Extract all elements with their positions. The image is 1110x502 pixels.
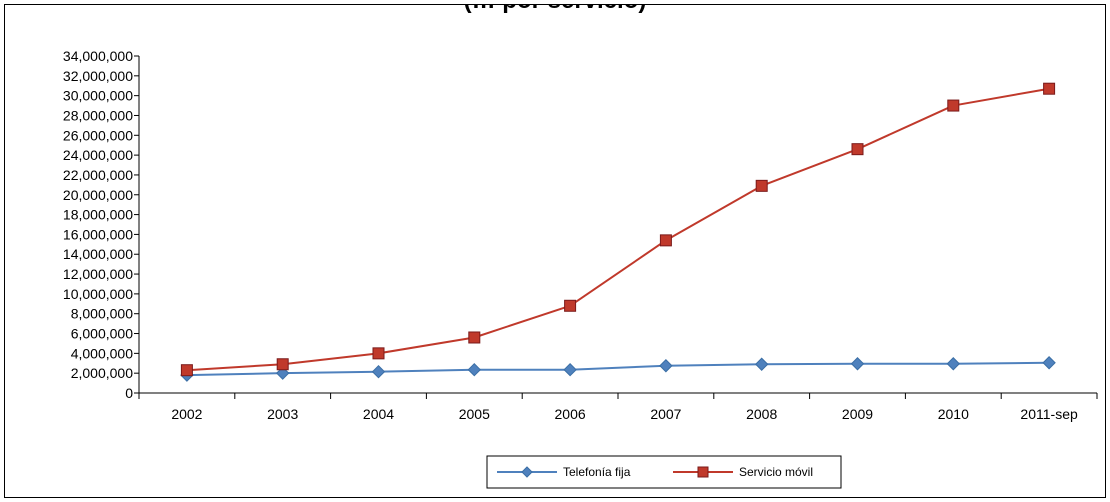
data-point — [659, 359, 673, 373]
x-tick-label: 2007 — [650, 406, 681, 422]
x-tick-label: 2004 — [363, 406, 394, 422]
y-tick-label: 20,000,000 — [63, 187, 133, 203]
data-point — [468, 331, 481, 344]
y-tick-label: 34,000,000 — [63, 48, 133, 64]
y-tick-label: 0 — [125, 385, 133, 401]
x-tick-label: 2010 — [938, 406, 969, 422]
data-point — [371, 364, 386, 379]
y-tick-label: 16,000,000 — [63, 226, 133, 242]
y-tick-label: 18,000,000 — [63, 207, 133, 223]
data-point — [946, 357, 961, 371]
legend-marker-diamond — [521, 466, 533, 478]
data-point — [1043, 82, 1056, 95]
y-tick-label: 4,000,000 — [71, 345, 133, 361]
data-point — [851, 143, 864, 156]
x-tick-label: 2009 — [842, 406, 873, 422]
data-point — [754, 357, 769, 371]
data-point — [563, 363, 577, 377]
chart-title: (… por servicio) — [5, 5, 1105, 15]
y-tick-label: 28,000,000 — [63, 107, 133, 123]
line-chart: 0 2,000,000 4,000,000 6,000,000 8,000,000 10,… — [63, 48, 1098, 489]
data-point — [850, 357, 865, 371]
y-tick-label: 26,000,000 — [63, 127, 133, 143]
data-point — [564, 299, 577, 312]
chart-frame: (… por servicio) 0 2,000,000 4,000,000 6,00… — [4, 4, 1106, 498]
data-point — [467, 363, 482, 377]
data-point — [372, 347, 385, 360]
data-point — [755, 179, 768, 192]
series-1 — [180, 356, 1056, 382]
y-tick-label: 14,000,000 — [63, 246, 133, 262]
y-tick-label: 22,000,000 — [63, 167, 133, 183]
y-tick-label: 24,000,000 — [63, 147, 133, 163]
legend-label: Servicio móvil — [739, 465, 813, 479]
legend-label: Telefonía fija — [563, 465, 631, 479]
y-tick-label: 6,000,000 — [71, 326, 133, 342]
x-tick-label: 2011-sep — [1020, 406, 1078, 422]
series-line — [186, 87, 1050, 372]
series-2 — [180, 82, 1056, 377]
y-tick-label: 12,000,000 — [63, 266, 133, 282]
x-tick-label: 2005 — [459, 406, 490, 422]
data-point — [180, 364, 193, 377]
x-tick-label: 2008 — [746, 406, 777, 422]
data-point — [276, 358, 289, 371]
y-tick-label: 30,000,000 — [63, 88, 133, 104]
data-point — [947, 99, 960, 112]
x-tick-label: 2006 — [555, 406, 586, 422]
data-point — [659, 234, 672, 247]
series-line — [186, 361, 1050, 377]
y-tick-label: 32,000,000 — [63, 68, 133, 84]
y-tick-label: 8,000,000 — [71, 306, 133, 322]
x-tick-label: 2002 — [171, 406, 202, 422]
y-tick-label: 10,000,000 — [63, 286, 133, 302]
x-tick-label: 2003 — [267, 406, 298, 422]
data-point — [1042, 356, 1056, 370]
legend-marker-square — [697, 466, 709, 478]
y-tick-label: 2,000,000 — [71, 365, 133, 381]
